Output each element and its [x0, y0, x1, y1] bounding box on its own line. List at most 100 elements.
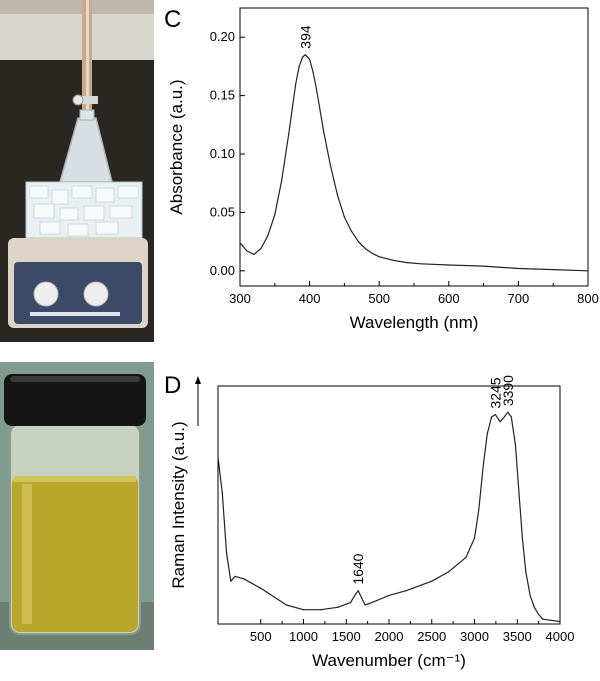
x-axis-title: Wavelength (nm)	[350, 313, 479, 332]
data-point	[478, 509, 480, 511]
x-tick-label: 1000	[289, 629, 318, 644]
data-point	[217, 456, 219, 458]
data-point	[507, 411, 509, 413]
x-tick-label: 800	[577, 291, 599, 306]
x-tick-label: 2000	[375, 629, 404, 644]
data-point	[587, 270, 589, 272]
spectrum-line	[217, 411, 561, 623]
data-point	[288, 133, 290, 135]
data-point	[364, 604, 366, 606]
data-point	[521, 537, 523, 539]
peak-label: 3245	[487, 377, 503, 408]
data-point	[253, 253, 255, 256]
x-tick-label: 700	[508, 291, 530, 306]
data-point	[320, 609, 322, 611]
data-point	[499, 421, 501, 423]
data-point	[510, 416, 512, 418]
data-point	[518, 492, 520, 494]
data-point	[295, 83, 297, 85]
data-point	[448, 571, 450, 573]
data-point	[354, 594, 356, 597]
data-point	[503, 416, 506, 418]
data-point	[239, 242, 241, 244]
y-tick-label: 0.05	[210, 204, 235, 219]
photo-vial	[0, 362, 154, 650]
data-point	[309, 58, 311, 60]
plot-frame	[239, 7, 589, 287]
data-point	[473, 537, 476, 539]
data-point	[302, 609, 305, 611]
data-point	[529, 594, 531, 597]
data-point	[234, 575, 236, 577]
data-point	[405, 590, 407, 592]
data-point	[420, 263, 422, 265]
data-point	[315, 89, 318, 91]
x-tick-label: 600	[438, 291, 460, 306]
panel-label-d: D	[164, 372, 182, 399]
plot-frame	[217, 385, 561, 625]
y-tick-label: 0.20	[210, 29, 235, 44]
data-point	[260, 248, 262, 250]
data-point	[388, 594, 390, 597]
data-point	[542, 618, 544, 620]
x-tick-label: 4000	[546, 629, 575, 644]
data-point	[514, 444, 517, 447]
data-point	[406, 262, 408, 264]
data-point	[312, 71, 314, 73]
absorbance-chart: 300 400 500 600 700 800 0.00 0.05 0.10 0.15 0.20 39…	[167, 7, 599, 332]
data-point	[230, 580, 232, 582]
x-tick-label: 1500	[332, 629, 361, 644]
data-point	[336, 194, 339, 196]
photo-apparatus	[0, 0, 154, 342]
data-point	[260, 587, 262, 589]
data-point	[533, 606, 535, 608]
data-point	[329, 165, 332, 167]
data-point	[274, 214, 276, 216]
data-point	[267, 235, 269, 237]
data-point	[221, 492, 223, 494]
x-tick-label: 400	[299, 291, 321, 306]
y-axis-title: Absorbance (a.u.)	[167, 79, 186, 214]
y-axis-title: Raman Intensity (a.u.)	[169, 421, 188, 588]
data-point	[349, 601, 352, 604]
data-point	[538, 613, 540, 616]
data-point	[357, 590, 359, 592]
x-tick-label: 3500	[503, 629, 532, 644]
data-point	[494, 413, 497, 416]
data-point	[246, 250, 248, 252]
raman-chart: 500 1000 1500 2000 2500 3000 3500 4000 1640 32453…	[169, 375, 575, 670]
peak-label: 394	[297, 25, 313, 49]
x-axis-title: Wavenumber (cm⁻¹)	[312, 651, 466, 670]
data-point	[281, 179, 283, 181]
data-point	[304, 54, 307, 56]
data-point	[371, 601, 373, 604]
data-point	[431, 580, 433, 582]
data-point	[285, 604, 287, 606]
data-point	[298, 65, 300, 68]
y-tick-label: 0.00	[210, 263, 235, 278]
data-point	[322, 130, 325, 132]
x-tick-label: 500	[250, 629, 272, 644]
data-point	[350, 230, 352, 232]
x-tick-label: 3000	[460, 629, 489, 644]
data-point	[357, 241, 359, 243]
data-point	[361, 597, 363, 599]
data-point	[364, 248, 366, 250]
data-point	[559, 621, 561, 623]
panel-label-c: C	[164, 6, 182, 33]
x-tick-label: 2500	[417, 629, 446, 644]
data-point	[482, 466, 484, 468]
data-point	[337, 606, 339, 608]
data-point	[392, 259, 394, 261]
intensity-arrow-head	[195, 376, 201, 384]
vial-illustration	[0, 362, 154, 650]
spectrum-line	[239, 54, 589, 272]
data-point	[517, 267, 519, 270]
y-tick-label: 0.10	[210, 146, 235, 161]
data-point	[343, 216, 345, 218]
x-tick-label: 500	[368, 291, 390, 306]
data-point	[552, 269, 554, 271]
data-point	[243, 578, 245, 580]
peak-label: 1640	[350, 553, 366, 584]
data-point	[483, 265, 485, 267]
